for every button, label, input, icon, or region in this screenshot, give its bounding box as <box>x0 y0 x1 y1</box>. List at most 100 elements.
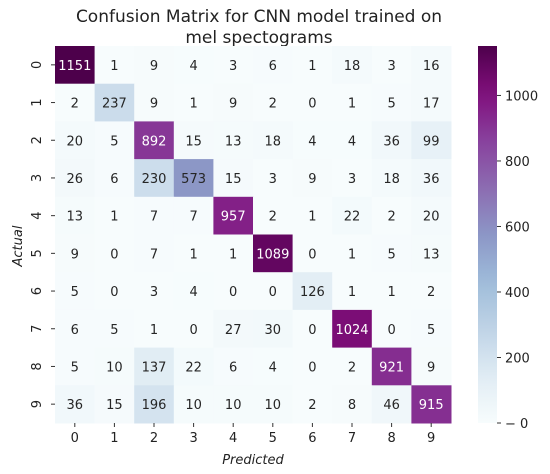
heatmap-cell <box>134 196 175 235</box>
cell-value-label: 2 <box>71 97 79 112</box>
cell-value-label: 6 <box>110 172 118 187</box>
cell-value-label: 18 <box>344 59 361 74</box>
cell-value-label: 0 <box>308 97 316 112</box>
heatmap-cell <box>292 385 333 424</box>
cell-value-label: 196 <box>142 398 167 413</box>
heatmap-cell <box>94 46 135 85</box>
cell-value-label: 3 <box>150 285 158 300</box>
heatmap-cell <box>213 46 254 85</box>
x-tick-label: 2 <box>150 431 158 446</box>
heatmap-cell <box>371 234 412 273</box>
cell-value-label: 5 <box>387 97 395 112</box>
cell-value-label: 0 <box>308 323 316 338</box>
y-tick-label: 0 <box>30 61 45 69</box>
heatmap-cell <box>253 347 294 386</box>
colorbar-tick-label: − 0 <box>505 417 528 432</box>
heatmap-cell <box>371 309 412 349</box>
cell-value-label: 4 <box>308 134 316 149</box>
colorbar-tick-label: 1000 <box>505 89 538 104</box>
heatmap-cell <box>213 159 254 198</box>
heatmap-cell <box>332 83 373 122</box>
cell-value-label: 36 <box>383 134 400 149</box>
cell-value-label: 46 <box>383 398 400 413</box>
heatmap-cell <box>332 159 373 198</box>
cell-value-label: 30 <box>265 323 282 338</box>
cell-value-label: 7 <box>150 247 158 262</box>
cell-value-label: 13 <box>423 247 440 262</box>
y-tick-label: 2 <box>30 136 45 144</box>
cell-value-label: 10 <box>106 360 123 375</box>
colorbar-tick-label: 400 <box>505 286 530 301</box>
heatmap-cell <box>94 234 135 273</box>
cell-value-label: 0 <box>229 285 237 300</box>
heatmap-cell <box>332 309 373 349</box>
cell-value-label: 18 <box>265 134 282 149</box>
heatmap-cell <box>213 234 254 273</box>
cell-value-label: 5 <box>110 134 118 149</box>
heatmap-cell <box>411 196 452 235</box>
heatmap-cell <box>371 272 412 311</box>
cell-value-label: 1 <box>348 97 356 112</box>
cell-value-label: 1 <box>229 247 237 262</box>
y-tick-label: 4 <box>30 212 45 220</box>
cell-value-label: 27 <box>225 323 242 338</box>
heatmap-cell <box>173 385 214 424</box>
x-tick-label: 3 <box>189 431 197 446</box>
heatmap-cell <box>292 347 333 386</box>
cell-value-label: 892 <box>142 134 167 149</box>
heatmap-cell <box>173 272 214 311</box>
cell-value-label: 7 <box>150 210 158 225</box>
heatmap-cell <box>371 196 412 235</box>
cell-value-label: 36 <box>67 398 84 413</box>
y-tick-label: 9 <box>30 400 45 408</box>
cell-value-label: 1 <box>348 247 356 262</box>
cell-value-label: 22 <box>185 360 202 375</box>
heatmap-cell <box>55 309 96 349</box>
cell-value-label: 2 <box>348 360 356 375</box>
y-tick-labels: 0 1 2 3 4 5 6 7 8 9 <box>30 61 55 408</box>
y-tick-label: 6 <box>30 287 45 295</box>
heatmap-cell <box>94 83 135 122</box>
heatmap-cell <box>173 234 214 273</box>
heatmap-cell <box>55 272 96 311</box>
x-tick-label: 1 <box>110 431 118 446</box>
heatmap-cell <box>55 83 96 122</box>
cell-value-label: 915 <box>419 398 444 413</box>
heatmap-cell <box>213 121 254 160</box>
cell-value-label: 5 <box>387 247 395 262</box>
cell-value-label: 4 <box>189 285 197 300</box>
chart-title-line-2: mel spectograms <box>185 28 332 48</box>
heatmap-cell <box>173 309 214 349</box>
cell-value-label: 20 <box>67 134 84 149</box>
cell-value-label: 2 <box>308 398 316 413</box>
heatmap-cell <box>55 385 96 424</box>
heatmap-cell <box>332 347 373 386</box>
heatmap-cell <box>411 347 452 386</box>
heatmap-cell <box>411 385 452 424</box>
heatmap-cell <box>134 121 175 160</box>
heatmap-cell <box>253 46 294 85</box>
heatmap-cell <box>173 46 214 85</box>
colorbar-ticks: − 0 200 400 600 800 1000 <box>497 89 538 432</box>
cell-value-label: 6 <box>269 59 277 74</box>
heatmap-cell <box>371 83 412 122</box>
heatmap-cell <box>332 385 373 424</box>
x-tick-label: 7 <box>348 431 356 446</box>
cell-value-label: 18 <box>383 172 400 187</box>
cell-value-label: 3 <box>229 59 237 74</box>
heatmap-cell <box>94 121 135 160</box>
heatmap-cell <box>94 196 135 235</box>
cell-value-label: 1 <box>110 210 118 225</box>
cell-value-label: 126 <box>300 285 325 300</box>
heatmap-cell <box>55 234 96 273</box>
heatmap-cell <box>213 385 254 424</box>
heatmap-cell <box>411 159 452 198</box>
heatmap-cell <box>94 309 135 349</box>
heatmap-cell <box>134 159 175 198</box>
cell-value-label: 5 <box>427 323 435 338</box>
cell-value-label: 4 <box>348 134 356 149</box>
x-tick-label: 5 <box>269 431 277 446</box>
heatmap-cell <box>253 272 294 311</box>
cell-value-label: 573 <box>181 172 206 187</box>
heatmap-cell <box>134 385 175 424</box>
